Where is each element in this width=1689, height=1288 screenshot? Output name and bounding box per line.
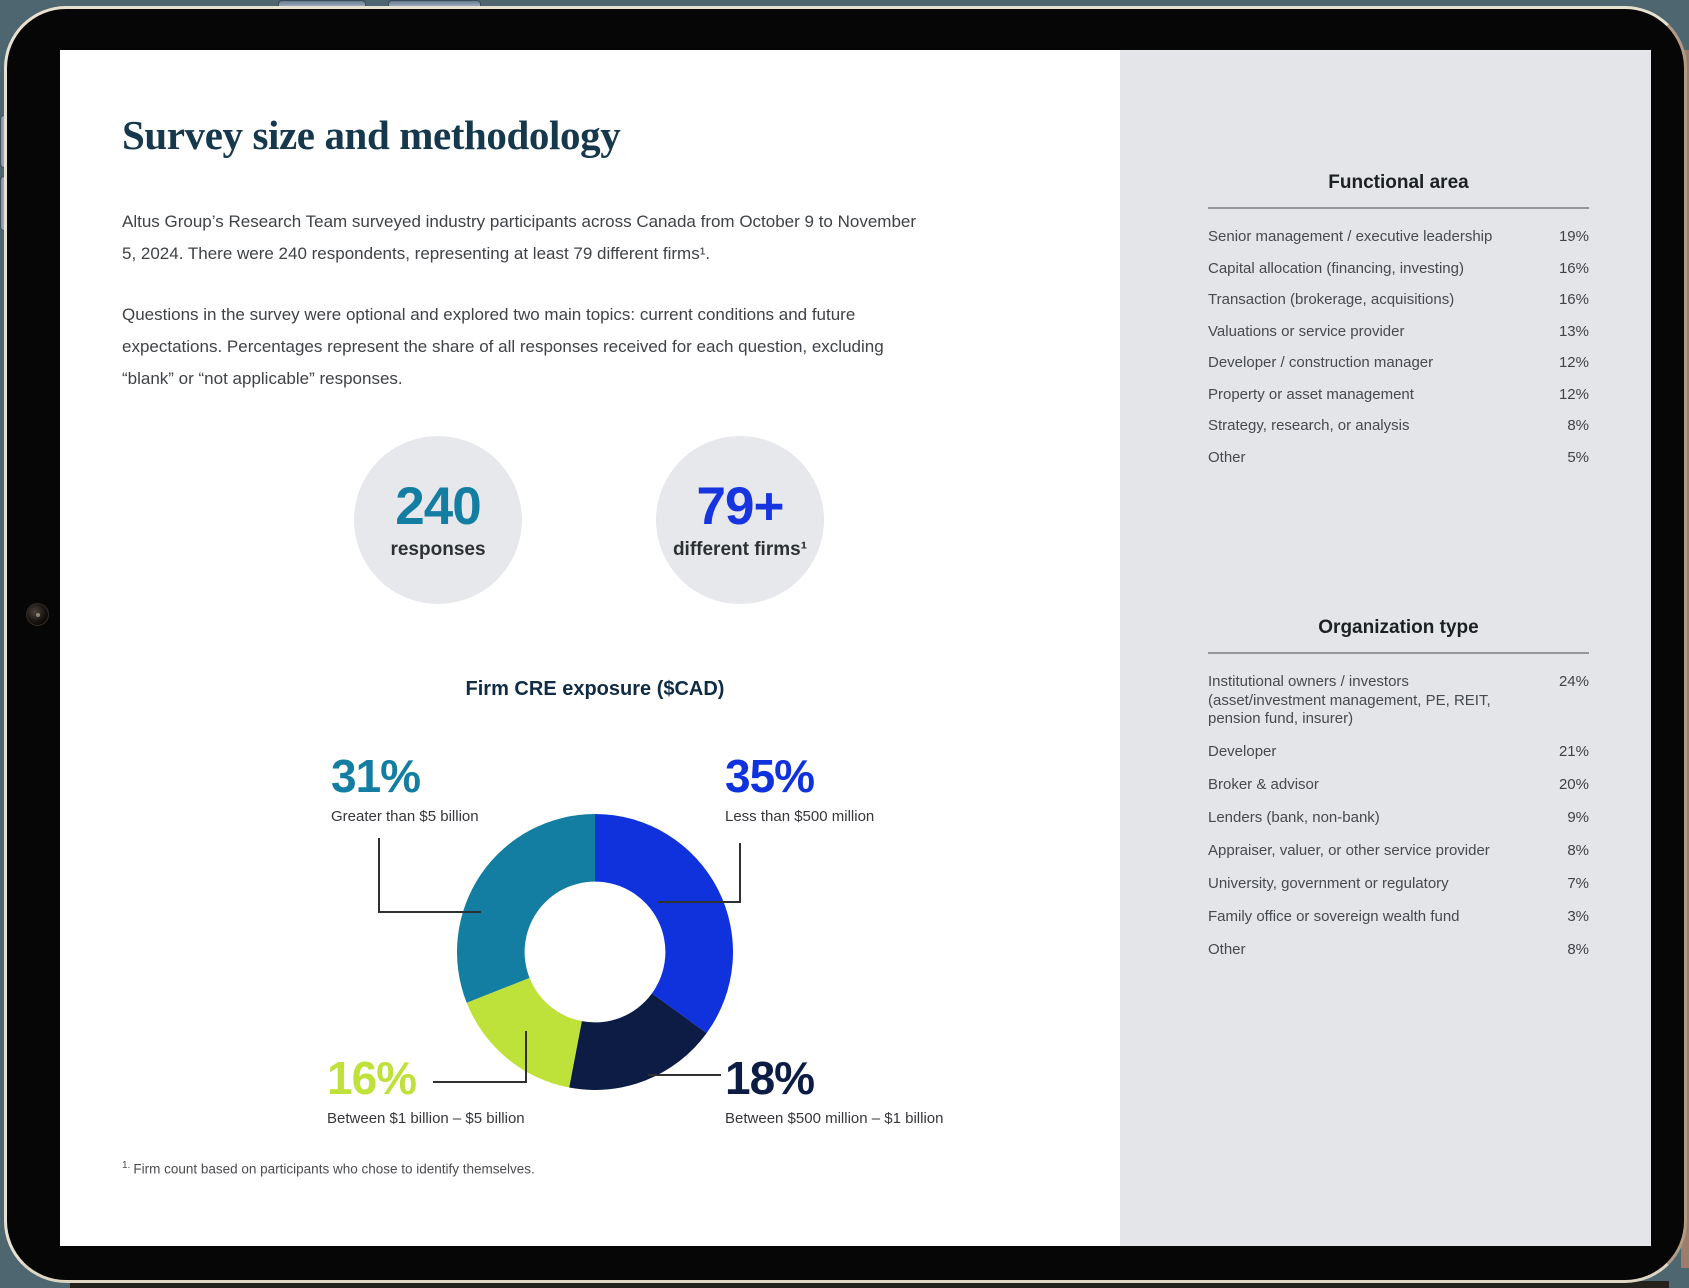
row-label: Lenders (bank, non-bank) [1208, 809, 1380, 826]
row-label: Broker & advisor [1208, 776, 1319, 793]
row-value: 7% [1567, 875, 1589, 892]
row-value: 12% [1558, 354, 1589, 371]
row-value: 20% [1558, 776, 1589, 793]
row-value: 3% [1567, 908, 1589, 925]
table-row: Senior management / executive leadership… [1208, 228, 1589, 247]
table-row: Appraiser, valuer, or other service prov… [1208, 842, 1589, 861]
row-value: 24% [1558, 673, 1589, 690]
front-camera [26, 603, 49, 626]
row-value: 16% [1558, 259, 1589, 277]
callout-label: Greater than $5 billion [331, 808, 479, 825]
intro-paragraph: Altus Group’s Research Team surveyed ind… [122, 212, 917, 263]
donut-segment [466, 977, 582, 1088]
donut-chart [457, 814, 733, 1090]
callout-greater-than-5b: 31% Greater than $5 billion [331, 753, 479, 825]
row-label: Developer [1208, 743, 1277, 760]
stat-value: 79+ [696, 476, 785, 536]
row-label: University, government or regulatory [1208, 875, 1449, 892]
callout-label: Between $1 billion – $5 billion [327, 1110, 525, 1127]
callout-less-than-500m: 35% Less than $500 million [725, 753, 874, 825]
row-label: Appraiser, valuer, or other service prov… [1208, 842, 1490, 859]
footnote-marker: 1. [122, 1160, 131, 1171]
table-title: Organization type [1318, 617, 1479, 638]
row-label: Property or asset management [1208, 385, 1414, 403]
table-rows: Institutional owners / investors (asset/… [1208, 673, 1589, 960]
row-value: 8% [1567, 842, 1589, 859]
row-label: Developer / construction manager [1208, 354, 1434, 371]
table-row: Family office or sovereign wealth fund 3… [1208, 908, 1589, 927]
donut-chart-title: Firm CRE exposure ($CAD) [465, 678, 725, 700]
donut-segment [457, 814, 595, 1003]
table-row: Broker & advisor 20% [1208, 776, 1589, 795]
row-label: Family office or sovereign wealth fund [1208, 908, 1460, 925]
stat-circle-firms: 79+ different firms¹ [656, 436, 824, 604]
callout-percent: 16% [327, 1052, 417, 1104]
row-value: 8% [1567, 941, 1589, 958]
table-row: Capital allocation (financing, investing… [1208, 260, 1589, 279]
row-label: Valuations or service provider [1208, 322, 1405, 340]
table-row: University, government or regulatory 7% [1208, 875, 1589, 894]
tablet-frame: Survey size and methodology Altus Group’… [4, 6, 1687, 1283]
functional-area-table: Functional area Senior management / exec… [1208, 171, 1589, 480]
donut-segment [569, 993, 707, 1090]
callout-percent: 18% [725, 1052, 815, 1104]
stat-label: different firms¹ [672, 538, 808, 560]
report-page: Survey size and methodology Altus Group’… [60, 50, 1651, 1246]
tablet-top-button-right [388, 0, 481, 10]
table-row: Valuations or service provider 13% [1208, 323, 1589, 342]
callout-label: Between $500 million – $1 billion [725, 1110, 944, 1127]
row-value: 8% [1567, 417, 1589, 434]
stat-label: responses [390, 538, 486, 560]
callout-1b-to-5b: 16% Between $1 billion – $5 billion [327, 1055, 525, 1127]
callout-percent: 35% [725, 750, 815, 802]
callout-connector-16 [433, 1031, 527, 1083]
row-label: Capital allocation (financing, investing… [1208, 259, 1464, 277]
table-row: Developer / construction manager 12% [1208, 354, 1589, 373]
row-label: Senior management / executive leadership [1208, 228, 1493, 245]
row-label: Strategy, research, or analysis [1208, 417, 1410, 434]
table-row: Other 5% [1208, 449, 1589, 468]
table-title: Functional area [1328, 172, 1469, 193]
row-value: 21% [1558, 743, 1589, 760]
callout-connector-18 [648, 1074, 721, 1076]
table-row: Strategy, research, or analysis 8% [1208, 417, 1589, 436]
footnote: 1. Firm count based on participants who c… [122, 1160, 535, 1177]
row-label: Institutional owners / investors (asset/… [1208, 673, 1491, 727]
row-label: Other [1208, 941, 1246, 958]
table-divider [1208, 207, 1589, 209]
stat-value: 240 [395, 476, 481, 536]
callout-connector-31 [378, 838, 481, 913]
table-row: Property or asset management 12% [1208, 386, 1589, 405]
row-label: Other [1208, 448, 1246, 466]
callout-label: Less than $500 million [725, 808, 875, 825]
stat-circle-responses: 240 responses [354, 436, 522, 604]
row-value: 16% [1558, 291, 1589, 308]
donut-segment [595, 814, 733, 1034]
row-value: 9% [1567, 809, 1589, 826]
table-divider [1208, 652, 1589, 654]
callout-connector-35 [658, 843, 741, 903]
table-row: Lenders (bank, non-bank) 9% [1208, 809, 1589, 828]
row-value: 19% [1558, 228, 1589, 245]
tablet-top-button-left [278, 0, 366, 10]
row-value: 13% [1558, 322, 1589, 340]
sidebar-panel: Functional area Senior management / exec… [1120, 50, 1651, 1246]
tablet-bottom-edge [70, 1281, 1669, 1288]
table-rows: Senior management / executive leadership… [1208, 228, 1589, 467]
row-value: 5% [1567, 448, 1589, 466]
methodology-paragraph: Questions in the survey were optional an… [122, 305, 884, 388]
callout-percent: 31% [331, 750, 421, 802]
page-title: Survey size and methodology [122, 112, 621, 158]
callout-500m-to-1b: 18% Between $500 million – $1 billion [725, 1055, 943, 1127]
organization-type-table: Organization type Institutional owners /… [1208, 616, 1589, 974]
table-row: Developer 21% [1208, 743, 1589, 762]
table-row: Other 8% [1208, 941, 1589, 960]
footnote-text: Firm count based on participants who cho… [133, 1161, 535, 1177]
table-row: Institutional owners / investors (asset/… [1208, 673, 1589, 729]
row-label: Transaction (brokerage, acquisitions) [1208, 291, 1455, 308]
row-value: 12% [1558, 385, 1589, 403]
table-row: Transaction (brokerage, acquisitions) 16… [1208, 291, 1589, 310]
